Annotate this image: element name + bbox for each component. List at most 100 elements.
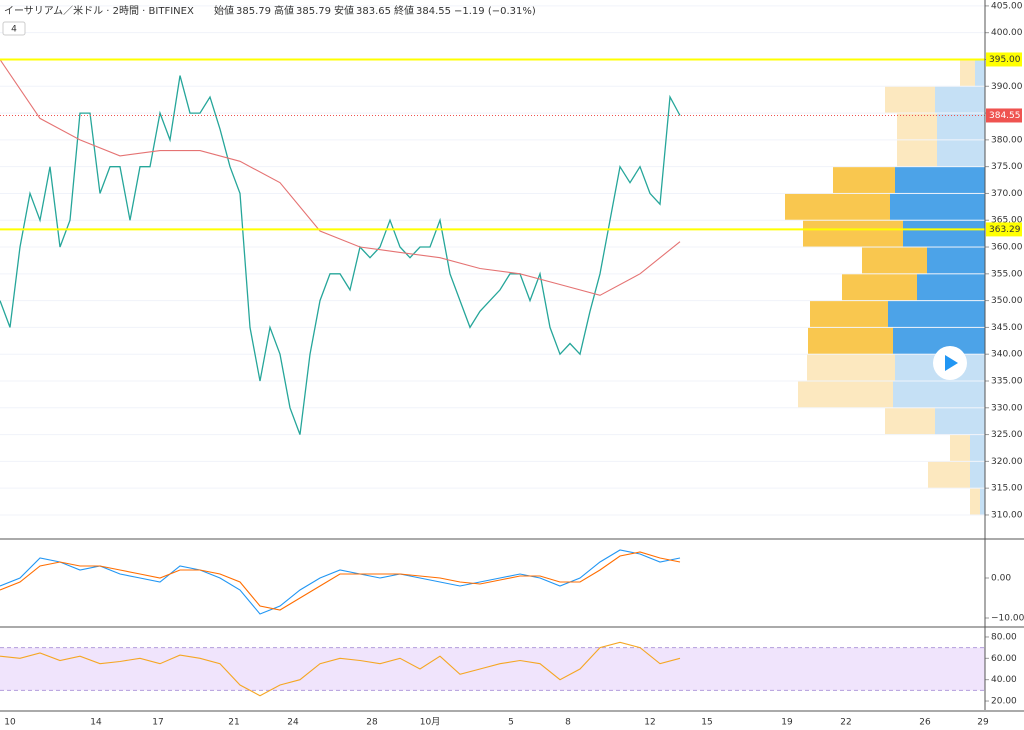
x-tick-label: 17 (152, 718, 163, 728)
profile-up (928, 461, 970, 488)
x-tick-label: 14 (90, 718, 102, 728)
x-tick-label: 22 (840, 718, 851, 728)
quote-label: 始値 (214, 4, 234, 17)
profile-down (888, 301, 985, 327)
y-tick-label: 315.00 (991, 484, 1023, 494)
profile-up (803, 220, 903, 247)
indicator-badge[interactable] (2, 21, 26, 36)
profile-down (927, 247, 985, 274)
quote: 始値 385.79 高値 385.79 安値 383.65 終値 384.55 −1.19 (−… (214, 4, 536, 17)
profile-up (785, 193, 890, 220)
profile-down (937, 113, 985, 140)
level-tag (986, 52, 1022, 67)
y-tick-label: 400.00 (991, 28, 1023, 38)
profile-up (960, 59, 975, 86)
profile-up (885, 408, 935, 435)
quote-label: 高値 (274, 4, 294, 17)
y-tick-label: 380.00 (991, 135, 1023, 145)
quote-value: 384.55 (416, 6, 451, 17)
profile-up (798, 381, 893, 408)
quote-value: 385.79 (236, 6, 271, 17)
profile-up (808, 327, 893, 354)
profile-down (980, 488, 985, 515)
level-label: 395.00 (989, 55, 1021, 65)
y-tick-label: 60.00 (991, 654, 1017, 664)
profile-up (833, 167, 895, 193)
profile-down (937, 140, 985, 167)
profile-up (897, 140, 937, 167)
profile-down (895, 167, 985, 193)
play-icon (945, 355, 958, 371)
y-tick-label: 320.00 (991, 457, 1023, 467)
x-tick-label: 8 (565, 718, 571, 728)
x-tick-label: 10月 (420, 717, 440, 728)
y-tick-label: 355.00 (991, 269, 1023, 279)
profile-down (935, 86, 985, 113)
x-tick-label: 26 (919, 718, 931, 728)
quote-value: 383.65 (356, 6, 391, 17)
series-line (0, 551, 681, 611)
y-tick-label: 365.00 (991, 216, 1023, 226)
profile-up (950, 435, 970, 461)
series-line (0, 641, 681, 697)
profile-up (810, 301, 888, 327)
y-tick-label: 390.00 (991, 82, 1023, 92)
profile-up (885, 86, 935, 113)
x-tick-label: 21 (228, 718, 239, 728)
x-tick-label: 29 (977, 718, 989, 728)
series-line (0, 59, 681, 296)
symbol: イーサリアム／米ドル · 2時間 · BITFINEX (4, 4, 194, 17)
last-price-tag (986, 108, 1022, 123)
y-tick-label: 40.00 (991, 675, 1017, 685)
quote-change: −1.19 (−0.31%) (454, 6, 536, 17)
y-tick-label: 80.00 (991, 632, 1017, 642)
profile-up (897, 113, 937, 140)
profile-down (970, 461, 985, 488)
profile-down (917, 274, 985, 301)
x-tick-label: 15 (701, 718, 712, 728)
x-tick-label: 12 (644, 718, 655, 728)
y-tick-label: 330.00 (991, 403, 1023, 413)
x-tick-label: 24 (287, 718, 299, 728)
y-tick-label: 375.00 (991, 162, 1023, 172)
profile-up (862, 247, 927, 274)
y-tick-label: 345.00 (991, 323, 1023, 333)
y-tick-label: 20.00 (991, 697, 1017, 707)
level-label: 363.29 (989, 225, 1021, 235)
y-tick-label: 360.00 (991, 243, 1023, 253)
profile-down (970, 435, 985, 461)
x-tick-label: 5 (508, 718, 514, 728)
x-tick-label: 28 (366, 718, 378, 728)
y-tick-label: 350.00 (991, 296, 1023, 306)
x-tick-label: 10 (4, 718, 16, 728)
y-tick-label: 0.00 (991, 574, 1011, 584)
y-tick-label: 405.00 (991, 1, 1023, 11)
profile-down (890, 193, 985, 220)
x-tick-label: 19 (781, 718, 793, 728)
profile-down (893, 381, 985, 408)
quote-label: 終値 (394, 4, 414, 17)
y-tick-label: 335.00 (991, 376, 1023, 386)
y-tick-label: 325.00 (991, 430, 1023, 440)
y-tick-label: 310.00 (991, 510, 1023, 520)
quote-label: 安値 (334, 4, 354, 17)
quote-value: 385.79 (296, 6, 331, 17)
profile-up (807, 354, 895, 381)
y-tick-label: 340.00 (991, 350, 1023, 360)
profile-down (975, 59, 985, 86)
profile-up (970, 488, 980, 515)
last-price-label: 384.55 (989, 111, 1021, 121)
series-line (0, 549, 681, 615)
badge-text: 4 (11, 25, 17, 35)
series-line (0, 75, 681, 435)
profile-down (903, 220, 985, 247)
rsi-band (0, 647, 985, 691)
y-tick-label: 370.00 (991, 189, 1023, 199)
profile-down (935, 408, 985, 435)
y-tick-label: −10.00 (991, 614, 1024, 624)
profile-down (893, 327, 985, 354)
level-tag (986, 222, 1022, 237)
profile-up (842, 274, 917, 301)
